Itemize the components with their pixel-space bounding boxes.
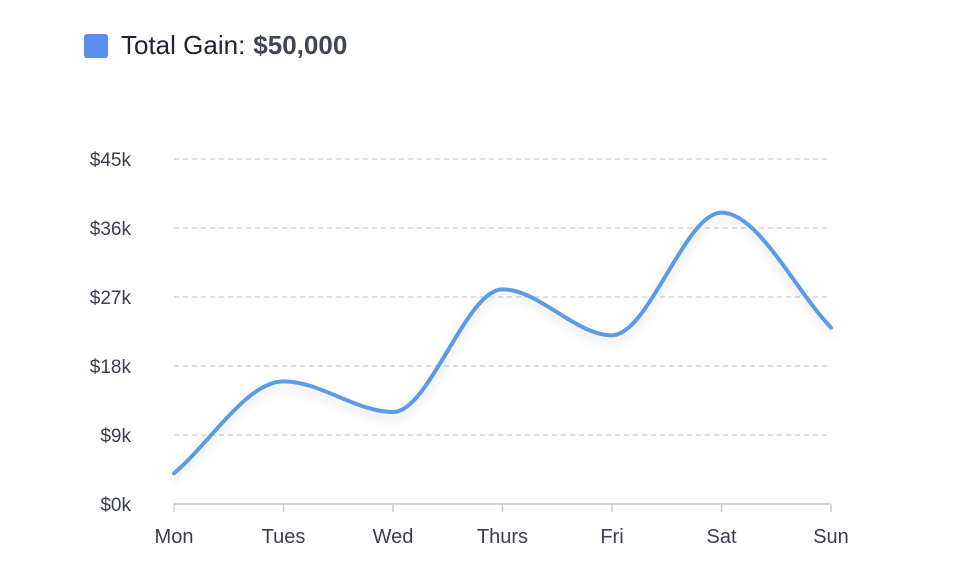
legend-swatch	[84, 33, 108, 58]
y-tick-label: $36k	[90, 219, 132, 240]
grid-lines	[174, 158, 831, 505]
x-tick-label: Sun	[813, 526, 849, 548]
y-tick-label: $27k	[90, 288, 132, 309]
x-tick-label: Mon	[155, 526, 194, 548]
x-tick-label: Wed	[373, 526, 414, 548]
chart-legend: Total Gain: $50,000	[84, 30, 347, 61]
x-axis-ticks: Mon Tues Wed Thurs Fri Sat Sun	[155, 526, 849, 548]
x-axis	[173, 503, 832, 512]
y-tick-label: $9k	[100, 426, 131, 447]
x-tick-label: Sat	[706, 526, 736, 548]
series-layer	[172, 210, 833, 476]
series-line	[172, 210, 833, 476]
legend-label: Total Gain:	[121, 30, 246, 60]
y-axis-ticks: $0k $9k $18k $27k $36k $45k	[90, 150, 132, 516]
y-tick-label: $18k	[90, 357, 132, 378]
y-tick-label: $45k	[90, 150, 132, 171]
legend-total-value: $50,000	[253, 30, 348, 60]
x-tick-label: Thurs	[477, 526, 528, 548]
y-tick-label: $0k	[100, 495, 131, 516]
x-tick-label: Fri	[600, 526, 623, 548]
x-tick-label: Tues	[262, 526, 306, 548]
